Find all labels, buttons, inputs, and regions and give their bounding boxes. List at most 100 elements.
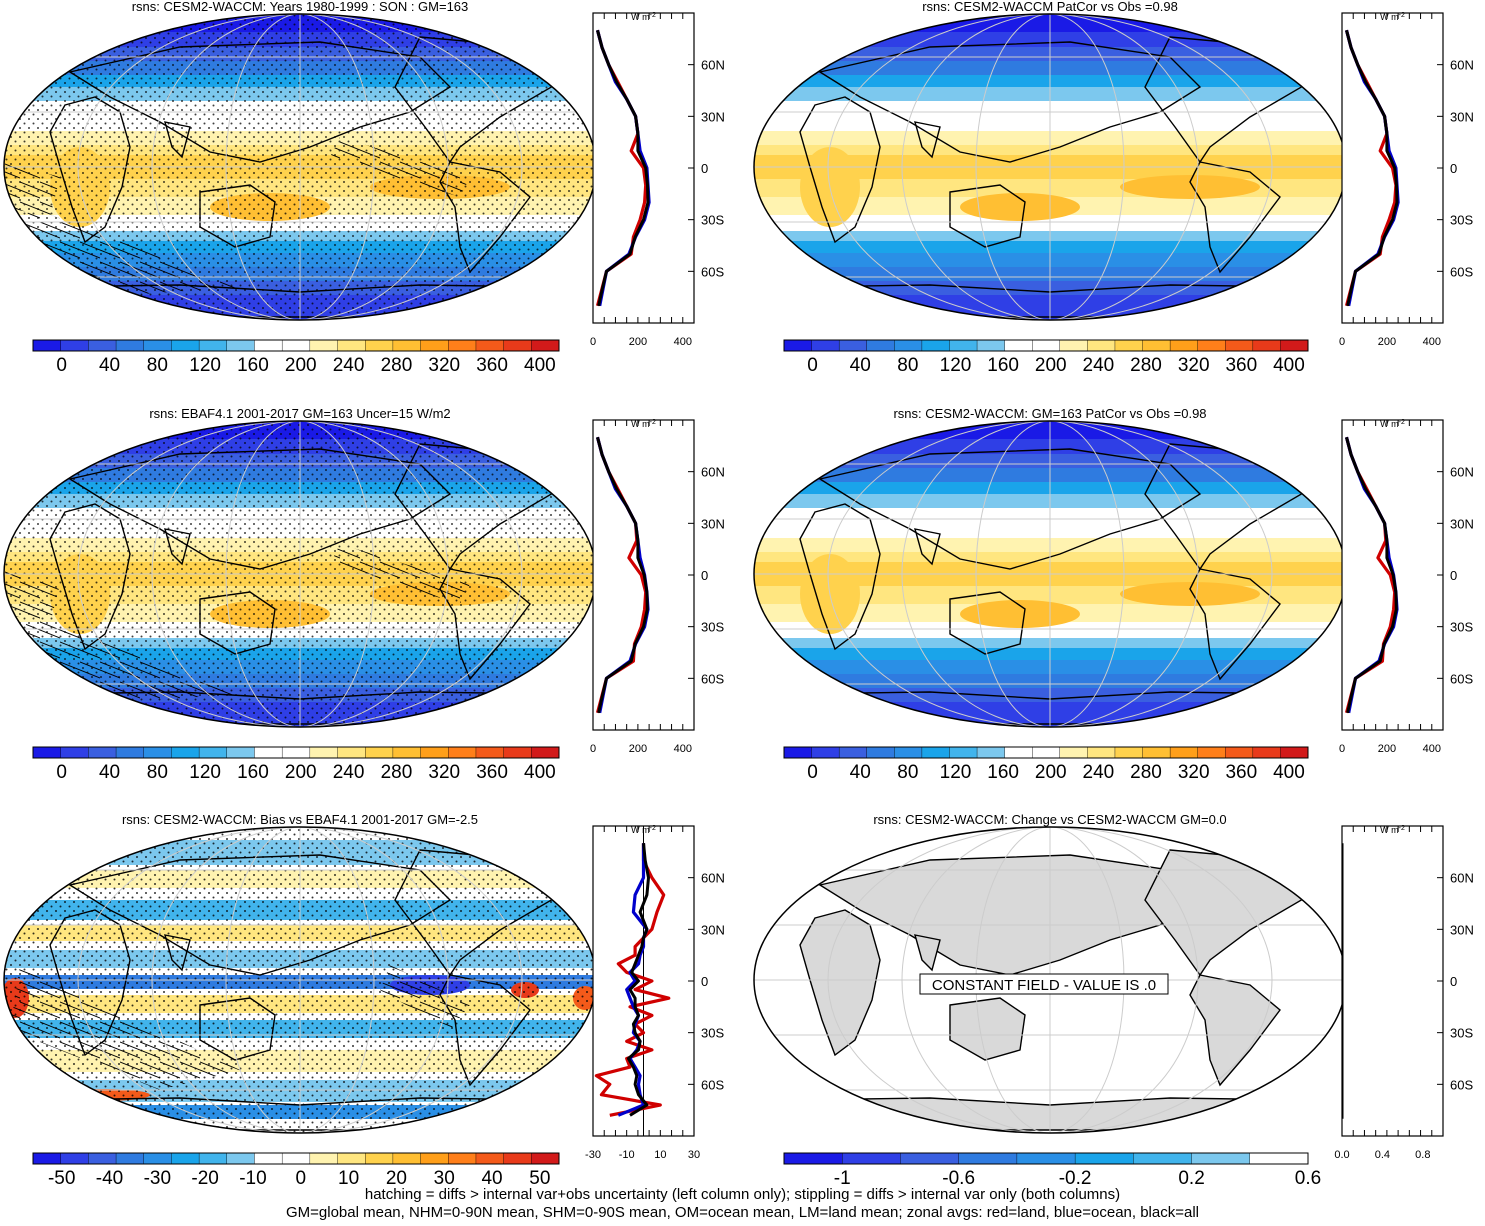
zonal-lat-label: 0 <box>1450 974 1457 989</box>
zonal-unit-label: W m-2 <box>631 12 656 23</box>
colorbar-swatch <box>32 339 62 352</box>
zonal-series-line <box>594 843 671 1117</box>
colorbar-frame <box>783 746 1309 759</box>
colorbar-swatch <box>958 1152 1018 1165</box>
zonal-lat-label: 0 <box>701 974 708 989</box>
colorbar-tick-label: 400 <box>524 762 556 783</box>
colorbar-tick-label: 30 <box>434 1168 455 1189</box>
zonal-lat-label: 60N <box>1450 465 1474 480</box>
colorbar-swatch <box>1114 746 1144 759</box>
zonal-x-tick-label: 400 <box>674 743 692 755</box>
colorbar-tick-label: 360 <box>476 762 508 783</box>
colorbar-swatch <box>783 339 813 352</box>
colorbar-swatch <box>32 746 62 759</box>
colorbar-swatch <box>198 339 228 352</box>
zonal-lat-label: 0 <box>1450 161 1457 176</box>
colorbar-swatch <box>115 1152 145 1165</box>
colorbar-6: -1 -0.6 -0.2 0.2 0.6 <box>783 1152 1321 1189</box>
zonal-lat-label: 60N <box>1450 58 1474 73</box>
colorbar-swatch <box>60 746 89 759</box>
zonal-x-tick-label: -10 <box>619 1149 635 1161</box>
colorbar-swatch <box>475 1152 505 1165</box>
zonal-lat-label: 60S <box>701 671 724 686</box>
colorbar-swatch <box>1004 746 1033 759</box>
colorbar-swatch <box>143 339 172 352</box>
graticule <box>4 827 596 1133</box>
continent-outline <box>818 41 1202 163</box>
graticule-meridian <box>827 14 1273 320</box>
zonal-lat-label: 60S <box>1450 264 1473 279</box>
colorbar-swatch <box>88 1152 117 1165</box>
colorbar-tick-label: 160 <box>987 355 1019 376</box>
map-title: rsns: EBAF4.1 2001-2017 GM=163 Uncer=15 … <box>149 406 450 421</box>
continent-outline <box>1189 161 1281 274</box>
colorbar-tick-label: 240 <box>333 762 365 783</box>
colorbar-tick-label: -0.2 <box>1059 1168 1092 1189</box>
graticule <box>4 14 596 320</box>
colorbar-tick-label: 360 <box>476 355 508 376</box>
zonal-lat-label: 60N <box>1450 871 1474 886</box>
zonal-frame <box>1341 825 1444 1137</box>
zonal-panel-4: 60N 30N 0 30S 60S 0 200 400 W m-2 <box>1339 419 1474 756</box>
colorbar-tick-label: 40 <box>850 355 871 376</box>
zonal-x-tick-label: 400 <box>1423 743 1441 755</box>
colorbar-swatch <box>309 1152 339 1165</box>
colorbar-frame <box>32 746 560 759</box>
colorbar-tick-label: -40 <box>96 1168 123 1189</box>
colorbar-tick-label: 0.6 <box>1295 1168 1321 1189</box>
colorbar-tick-label: 40 <box>481 1168 502 1189</box>
colorbar-swatch <box>783 746 813 759</box>
colorbar-tick-label: 10 <box>338 1168 359 1189</box>
colorbar-swatch <box>171 746 200 759</box>
colorbar-swatch <box>1252 746 1281 759</box>
colorbar-swatch <box>503 339 532 352</box>
zonal-lat-label: 60N <box>701 871 725 886</box>
colorbar-swatch <box>1169 746 1199 759</box>
colorbar-swatch <box>365 746 394 759</box>
colorbar-swatch <box>1249 1152 1309 1165</box>
colorbar-tick-label: 40 <box>99 762 120 783</box>
graticule-meridian <box>827 827 1273 1133</box>
colorbar-frame <box>783 1152 1309 1165</box>
hatching <box>5 569 60 624</box>
colorbar-swatch <box>281 1152 311 1165</box>
colorbar-tick-label: 120 <box>189 762 221 783</box>
zonal-panel-2: 60N 30N 0 30S 60S 0 200 400 W m-2 <box>1339 12 1474 349</box>
graticule-meridian <box>225 14 375 320</box>
zonal-lat-label: 0 <box>701 161 708 176</box>
graticule-meridian <box>151 827 449 1133</box>
colorbar-swatch <box>866 746 895 759</box>
graticule-meridian <box>827 421 1273 727</box>
colorbar-swatch <box>226 1152 255 1165</box>
colorbar-swatch <box>420 339 449 352</box>
graticule-meridian <box>77 827 523 1133</box>
continent-outline <box>949 997 1026 1061</box>
continent-outline <box>1189 568 1281 681</box>
colorbar-swatch <box>115 746 145 759</box>
colorbar-swatch <box>531 746 560 759</box>
zonal-lat-label: 30S <box>1450 213 1473 228</box>
colorbar-swatch <box>448 746 477 759</box>
colorbar-swatch <box>392 746 422 759</box>
colorbar-tick-label: 40 <box>99 355 120 376</box>
colorbar-swatch <box>1032 339 1061 352</box>
zonal-panel-5: 60N 30N 0 30S 60S -30 -10 10 30 W m-2 <box>585 825 725 1162</box>
colorbar-tick-label: 280 <box>1130 355 1162 376</box>
continent-outline <box>914 528 941 566</box>
continent-outline <box>818 854 1202 976</box>
colorbar-swatch <box>88 339 117 352</box>
colorbar-swatch <box>1280 746 1309 759</box>
colorbar-tick-label: 80 <box>147 762 168 783</box>
zonal-lat-label: 30N <box>1450 109 1474 124</box>
colorbar-swatch <box>337 339 366 352</box>
zonal-lat-label: 30N <box>701 109 725 124</box>
colorbar-swatch <box>420 746 449 759</box>
continent-outline <box>949 184 1026 248</box>
zonal-lat-label: 30S <box>701 213 724 228</box>
colorbar-swatch <box>60 1152 89 1165</box>
zonal-unit-label: W m-2 <box>1380 12 1405 23</box>
colorbar-swatch <box>309 339 339 352</box>
colorbar-swatch <box>1016 1152 1076 1165</box>
colorbar-swatch <box>226 339 255 352</box>
